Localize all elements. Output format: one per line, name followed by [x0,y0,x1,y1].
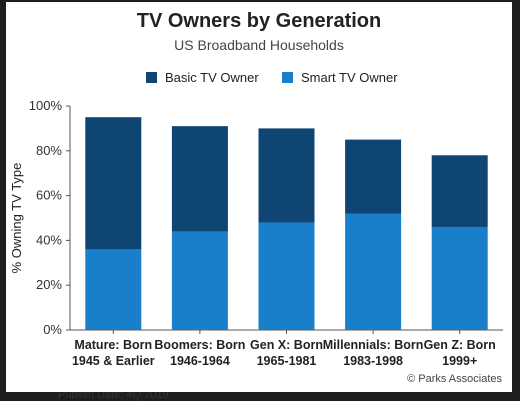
x-tick-label: Mature: Born [74,338,152,352]
chart-svg: 0% 20% 40% 60% 80% 100% % Owning TV Type Mature… [9,98,503,368]
bar-basic-tv [171,126,228,232]
chart-subtitle: US Broadband Households [174,37,344,53]
y-tick-label: 80% [36,143,62,158]
x-tick-label: Boomers: Born [154,338,245,352]
plot-area: 0% 20% 40% 60% 80% 100% % Owning TV Type Mature… [9,98,503,368]
chart-title: TV Owners by Generation [136,10,382,32]
legend-label-basic: Basic TV Owner [165,70,259,85]
x-tick-label: 1946-1964 [170,354,230,368]
bar-smart-tv [345,213,402,330]
y-tick-label: 60% [36,188,62,203]
bar-basic-tv [85,117,142,250]
legend-swatch-basic [146,72,157,83]
bar-smart-tv [258,222,315,330]
bar-basic-tv [431,155,488,227]
chart-card: TV Owners by Generation US Broadband Hou… [6,2,512,392]
legend-item-smart: Smart TV Owner [282,70,398,85]
x-tick-label: 1983-1998 [343,354,403,368]
credit-text: © Parks Associates [407,373,502,385]
publish-date-text: Publish Date: 4Q 2019 [58,389,169,401]
x-tick-label: 1965-1981 [257,354,317,368]
y-axis-title: % Owning TV Type [9,163,24,274]
x-tick-label: Millennials: Born [323,338,424,352]
bar-smart-tv [431,226,488,330]
y-tick-label: 100% [29,98,63,113]
x-tick-label: Gen X: Born [250,338,323,352]
bar-basic-tv [345,139,402,214]
y-tick-label: 20% [36,277,62,292]
x-tick-label: Gen Z: Born [424,338,496,352]
bar-smart-tv [171,231,228,330]
legend-label-smart: Smart TV Owner [301,70,398,85]
legend-swatch-smart [282,72,293,83]
y-tick-label: 0% [43,322,62,337]
bar-smart-tv [85,249,142,330]
x-tick-label: 1945 & Earlier [72,354,155,368]
y-tick-label: 40% [36,232,62,247]
legend-item-basic: Basic TV Owner [146,70,259,85]
x-tick-label: 1999+ [442,354,477,368]
bar-basic-tv [258,128,315,223]
